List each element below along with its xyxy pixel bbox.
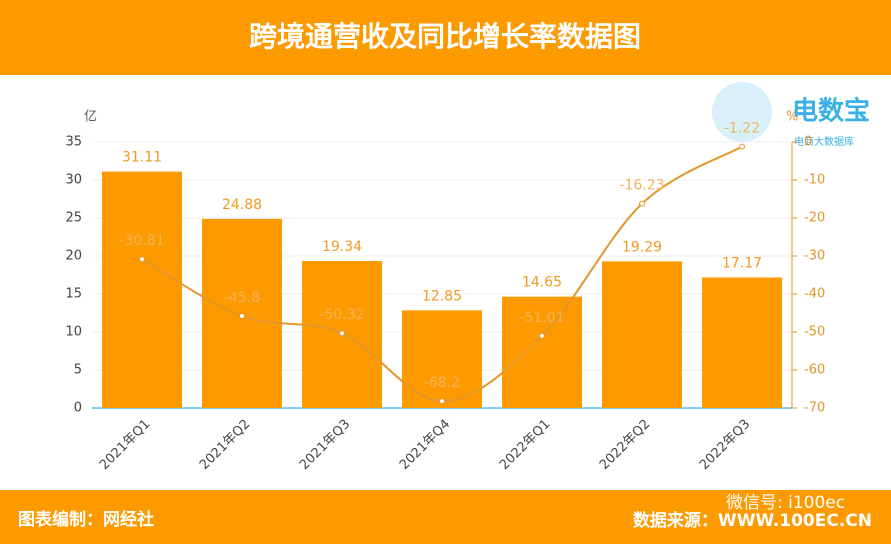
- line-label: -30.81: [119, 233, 164, 249]
- bar-label: 14.65: [522, 275, 562, 291]
- bar-label: 19.29: [622, 239, 662, 255]
- line-point: [139, 256, 145, 263]
- y-tick-label: 0: [74, 401, 82, 416]
- line-label: -51.01: [519, 310, 564, 326]
- chart-title: 跨境通营收及同比增长率数据图: [249, 20, 641, 53]
- line-point: [339, 330, 345, 337]
- x-tick-label: 2021年Q3: [297, 417, 353, 473]
- footer-band: [0, 490, 891, 544]
- bar: [602, 261, 682, 408]
- footer-right: 数据来源：WWW.100EC.CN: [633, 510, 872, 531]
- y-tick-label: 10: [65, 325, 82, 340]
- line-label: -50.32: [319, 307, 364, 323]
- y-tick-label: 5: [74, 363, 82, 378]
- y-tick-label: 15: [65, 287, 82, 302]
- bar-label: 24.88: [222, 197, 262, 213]
- x-tick-label: 2022年Q1: [497, 417, 553, 473]
- y2-tick-label: -40: [804, 287, 825, 302]
- y2-tick-label: -70: [804, 401, 825, 416]
- bar-label: 12.85: [422, 288, 462, 304]
- y-tick-label: 20: [65, 249, 82, 264]
- line-label: -45.8: [224, 290, 260, 306]
- x-tick-label: 2021年Q2: [197, 417, 253, 473]
- x-tick-label: 2021年Q1: [97, 417, 153, 473]
- bar-label: 17.17: [722, 256, 762, 272]
- line-point: [539, 332, 545, 339]
- x-tick-label: 2021年Q4: [397, 417, 453, 473]
- line-point: [739, 143, 745, 150]
- line-label: -1.22: [724, 121, 760, 137]
- y2-tick-label: -60: [804, 363, 825, 378]
- line-point: [639, 200, 645, 207]
- y2-axis-label: %: [786, 110, 798, 125]
- bar: [102, 171, 182, 408]
- footer-watermark: 微信号: i100ec: [726, 493, 845, 513]
- y-tick-label: 30: [65, 173, 82, 188]
- bar: [702, 277, 782, 408]
- y2-tick-label: -50: [804, 325, 825, 340]
- y-tick-label: 35: [65, 135, 82, 150]
- y-tick-label: 25: [65, 211, 82, 226]
- y2-tick-label: -20: [804, 211, 825, 226]
- bar: [502, 296, 582, 408]
- x-tick-label: 2022年Q3: [697, 417, 753, 473]
- logo-subtitle: 电商大数据库: [794, 135, 854, 148]
- y2-tick-label: -30: [804, 249, 825, 264]
- y2-tick-label: -10: [804, 173, 825, 188]
- x-tick-label: 2022年Q2: [597, 417, 653, 473]
- logo-title: 电数宝: [792, 96, 870, 127]
- bar-label: 31.11: [122, 150, 162, 166]
- bar-label: 19.34: [322, 239, 362, 255]
- line-label: -16.23: [619, 178, 664, 194]
- line-label: -68.2: [424, 375, 460, 391]
- logo-icon: [712, 82, 772, 142]
- y-axis-label: 亿: [84, 110, 97, 125]
- footer-left: 图表编制：网经社: [18, 509, 154, 530]
- y2-tick-label: 0: [804, 135, 812, 150]
- line-point: [439, 398, 445, 405]
- line-point: [239, 313, 245, 320]
- header-band: [0, 0, 891, 75]
